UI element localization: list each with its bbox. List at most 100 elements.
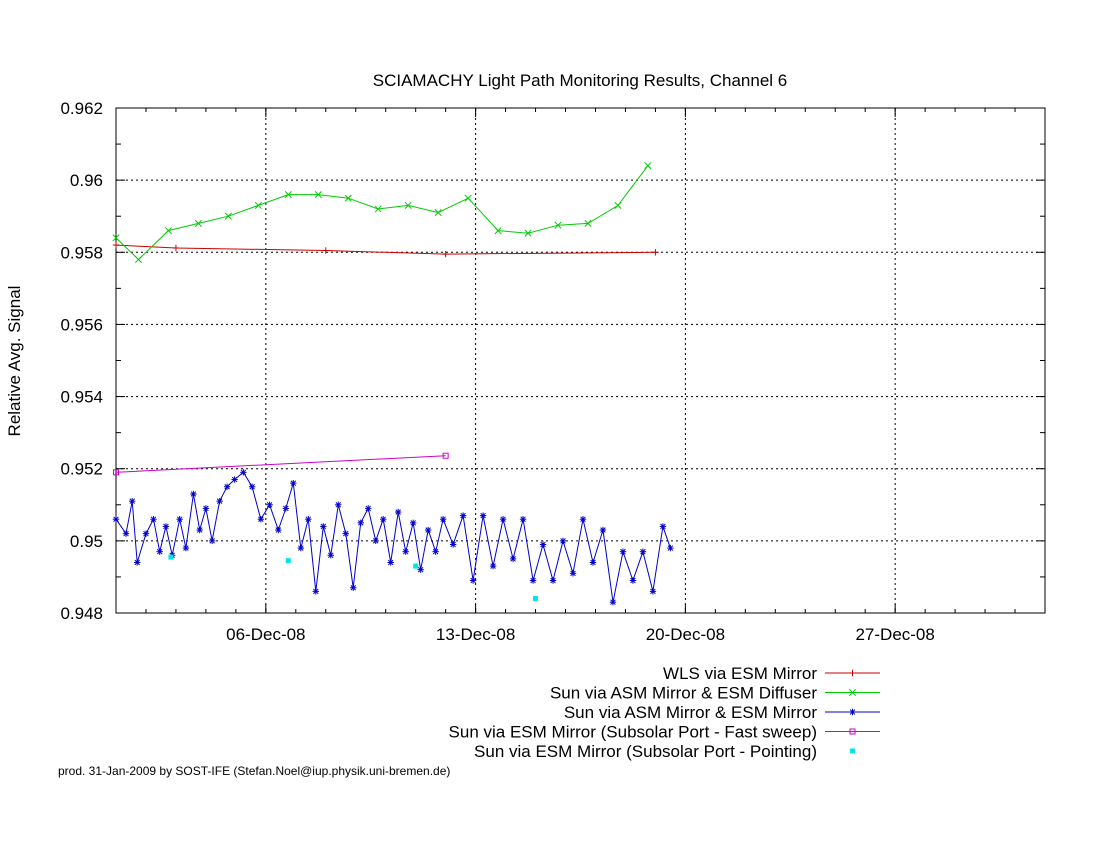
data-point	[194, 219, 202, 227]
data-point	[322, 247, 329, 254]
data-point	[599, 526, 607, 534]
data-point	[122, 530, 130, 537]
data-point	[176, 516, 183, 523]
data-point	[479, 512, 487, 519]
series-5	[168, 554, 539, 602]
data-point	[223, 483, 231, 490]
legend-item: Sun via ESM Mirror (Subsolar Port - Poin…	[474, 742, 855, 761]
legend-label: Sun via ESM Mirror (Subsolar Port - Fast…	[449, 723, 817, 742]
data-point	[374, 205, 382, 213]
data-point	[380, 516, 387, 523]
data-point	[614, 201, 622, 209]
data-point	[305, 516, 312, 523]
legend-item: Sun via ESM Mirror (Subsolar Port - Fast…	[449, 723, 880, 742]
y-tick-label: 0.958	[60, 243, 103, 262]
data-point	[579, 516, 587, 523]
data-point	[202, 505, 210, 512]
data-point	[619, 548, 627, 555]
data-point	[499, 516, 507, 523]
data-point	[344, 194, 352, 202]
data-point	[524, 229, 532, 237]
data-point	[609, 598, 617, 606]
data-point	[442, 452, 449, 459]
x-tick-label: 27-Dec-08	[855, 625, 934, 644]
data-point	[190, 490, 197, 498]
data-point	[112, 516, 120, 523]
series-3	[112, 469, 674, 606]
data-point	[284, 191, 292, 199]
data-point	[667, 544, 674, 552]
legend-label: Sun via ASM Mirror & ESM Mirror	[564, 703, 817, 722]
data-point	[432, 548, 439, 555]
data-point	[134, 559, 141, 566]
production-footer: prod. 31-Jan-2009 by SOST-IFE (Stefan.No…	[58, 764, 451, 778]
data-point	[442, 250, 449, 258]
data-point	[208, 537, 216, 545]
data-point	[649, 588, 657, 595]
data-point	[559, 537, 567, 545]
series-1	[112, 241, 659, 258]
data-point	[652, 249, 659, 256]
data-point	[240, 469, 247, 476]
series-layer	[112, 162, 674, 606]
data-point	[494, 227, 502, 235]
data-point	[285, 558, 291, 564]
legend-label: Sun via ESM Mirror (Subsolar Port - Poin…	[474, 742, 817, 761]
data-point	[439, 516, 447, 523]
data-point	[156, 548, 163, 555]
data-point	[257, 516, 265, 523]
data-point	[533, 596, 539, 602]
data-point	[849, 669, 856, 677]
data-point	[659, 523, 667, 530]
data-point	[248, 483, 256, 490]
data-point	[848, 688, 857, 697]
chart-title: SCIAMACHY Light Path Monitoring Results,…	[373, 71, 788, 90]
data-point	[529, 577, 537, 584]
series-line	[115, 455, 446, 473]
data-point	[113, 469, 119, 476]
data-point	[644, 162, 652, 170]
data-point	[112, 234, 120, 242]
data-point	[290, 479, 297, 487]
series-4	[113, 452, 449, 476]
data-point	[519, 516, 527, 523]
series-2	[112, 162, 652, 264]
data-point	[409, 519, 417, 527]
data-point	[134, 255, 143, 264]
data-point	[182, 544, 190, 552]
data-point	[394, 508, 402, 516]
data-point	[335, 501, 342, 508]
data-point	[850, 748, 855, 754]
data-point	[413, 563, 419, 569]
data-point	[629, 577, 637, 584]
plot-frame	[115, 107, 1046, 614]
data-point	[142, 530, 150, 537]
data-point	[196, 526, 203, 534]
data-point	[327, 552, 334, 559]
data-point	[402, 548, 409, 555]
y-tick-label: 0.952	[60, 460, 103, 479]
legend-item: Sun via ASM Mirror & ESM Diffuser	[550, 684, 880, 703]
x-tick-label: 20-Dec-08	[646, 625, 725, 644]
data-point	[266, 501, 273, 508]
data-point	[549, 577, 557, 584]
data-point	[449, 541, 457, 548]
y-axis-label: Relative Avg. Signal	[5, 286, 24, 437]
data-point	[172, 244, 180, 252]
axis-layer: 0.948 0.95 0.952 0.954 0.956 0.958 0.96 0.962 06…	[60, 99, 1046, 644]
data-point	[372, 537, 379, 545]
data-point	[164, 227, 172, 235]
y-tick-label: 0.95	[70, 532, 103, 551]
data-point	[589, 559, 597, 566]
data-point	[639, 548, 647, 555]
data-point	[320, 523, 327, 530]
data-point	[464, 194, 472, 202]
data-point	[849, 708, 856, 716]
data-point	[216, 497, 223, 505]
legend-label: Sun via ASM Mirror & ESM Diffuser	[550, 684, 817, 703]
legend-item: WLS via ESM Mirror	[663, 664, 880, 683]
data-point	[849, 728, 856, 735]
data-point	[254, 201, 262, 209]
data-point	[297, 544, 305, 552]
